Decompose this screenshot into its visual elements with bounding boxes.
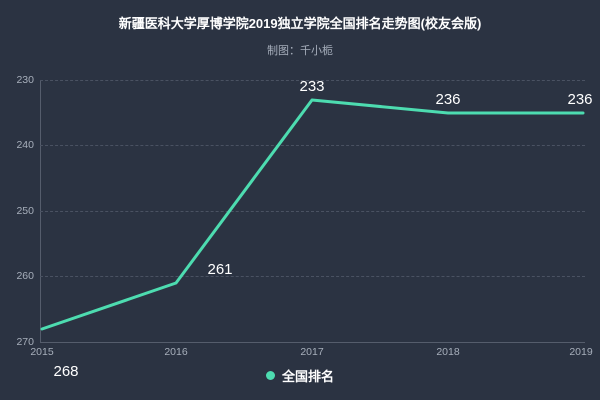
x-tick-label: 2015 — [30, 346, 54, 358]
y-axis-ticks: 230 240 250 260 270 — [16, 74, 585, 348]
x-tick-label: 2017 — [300, 346, 324, 358]
gridline — [40, 211, 585, 212]
point-label: 261 — [207, 261, 233, 278]
x-tick-label: 2018 — [436, 346, 460, 358]
y-tick-label: 240 — [16, 139, 34, 151]
legend-label: 全国排名 — [281, 369, 334, 384]
gridline — [40, 276, 585, 277]
y-tick-label: 260 — [16, 270, 34, 282]
series-line-quanguopaiming — [40, 98, 585, 331]
x-tick-label: 2016 — [164, 346, 188, 358]
point-label: 236 — [567, 91, 593, 108]
point-label: 268 — [53, 363, 79, 380]
legend-marker-icon — [265, 371, 275, 380]
x-tick-label: 2019 — [569, 346, 593, 358]
plot-area: 230 240 250 260 270 268 261 233 236 236 … — [16, 74, 592, 380]
point-label: 233 — [299, 78, 325, 95]
y-tick-label: 250 — [16, 205, 34, 217]
gridline — [40, 80, 585, 81]
chart-legend: 全国排名 — [0, 366, 600, 385]
y-tick-label: 230 — [16, 74, 34, 86]
x-axis-line — [40, 342, 585, 343]
chart-subtitle: 制图：千小栀 — [267, 45, 333, 57]
chart-title: 新疆医科大学厚博学院2019独立学院全国排名走势图(校友会版) — [118, 16, 482, 31]
gridline — [40, 145, 585, 146]
legend-item-quanguopaiming[interactable]: 全国排名 — [265, 366, 334, 385]
y-tick-label: 270 — [16, 336, 34, 348]
point-label: 236 — [435, 91, 461, 108]
